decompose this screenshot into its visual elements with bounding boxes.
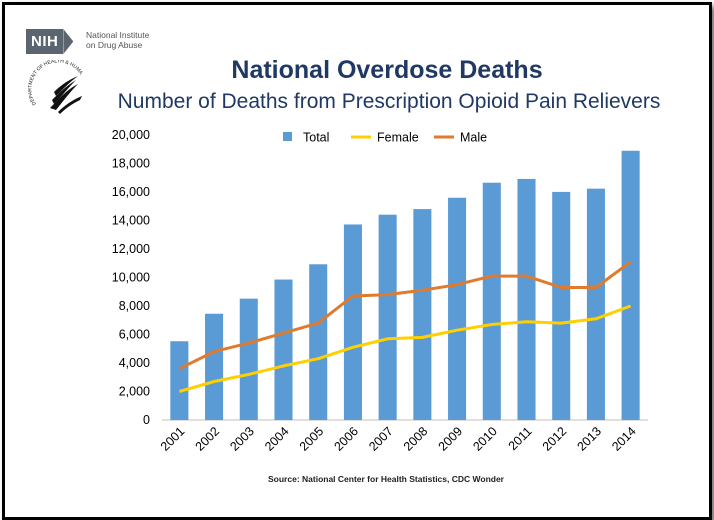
x-tick-label: 2012 [540, 424, 570, 454]
bar-total [309, 264, 328, 420]
bar-total [343, 224, 362, 420]
x-tick-label: 2001 [158, 424, 188, 454]
nih-logo-arrow [63, 29, 74, 54]
x-tick-label: 2014 [609, 424, 639, 454]
y-tick-label: 8,000 [119, 299, 150, 313]
y-tick-label: 0 [143, 413, 150, 427]
x-tick-label: 2010 [470, 424, 500, 454]
nih-logo-text-line2: on Drug Abuse [86, 40, 143, 50]
x-tick-label: 2002 [193, 424, 223, 454]
x-tick-label: 2008 [401, 424, 431, 454]
x-tick-label: 2004 [262, 424, 292, 454]
x-tick-label: 2007 [366, 424, 396, 454]
y-tick-label: 2,000 [119, 385, 150, 399]
bar-total [621, 150, 640, 420]
legend-swatch-total [283, 132, 292, 141]
x-tick-label: 2003 [227, 424, 257, 454]
y-tick-label: 14,000 [112, 214, 150, 228]
bar-total [552, 191, 571, 420]
bar-total [586, 188, 605, 420]
bar-total [378, 214, 397, 420]
bar-total [517, 178, 536, 420]
chart-subtitle: Number of Deaths from Prescription Opioi… [117, 90, 661, 113]
y-tick-label: 20,000 [112, 128, 150, 142]
y-tick-label: 16,000 [112, 185, 150, 199]
chart-title: National Overdose Deaths [231, 56, 543, 84]
nih-logo: NIH [26, 29, 80, 54]
nih-logo-text: National Institute on Drug Abuse [86, 30, 149, 50]
x-tick-label: 2009 [436, 424, 466, 454]
bar-total [448, 197, 467, 420]
bar-total [482, 182, 501, 420]
x-tick-label: 2013 [574, 424, 604, 454]
y-tick-label: 12,000 [112, 242, 150, 256]
source-note: Source: National Center for Health Stati… [268, 474, 504, 484]
series-line-male [178, 260, 632, 371]
nih-logo-text-line1: National Institute [86, 30, 150, 40]
legend-label-male: Male [460, 131, 487, 145]
bar-total [413, 209, 432, 420]
bar-total [239, 298, 258, 420]
bar-total [205, 313, 224, 420]
y-tick-label: 10,000 [112, 271, 150, 285]
y-tick-label: 18,000 [112, 157, 150, 171]
nih-logo-mark: NIH [26, 29, 64, 54]
bar-total [170, 341, 189, 420]
x-tick-label: 2011 [506, 424, 535, 453]
legend-label-total: Total [303, 131, 329, 145]
y-tick-label: 6,000 [119, 328, 150, 342]
bar-total [274, 279, 293, 420]
y-tick-label: 4,000 [119, 356, 150, 370]
series-line-female [178, 304, 632, 393]
x-tick-label: 2006 [331, 424, 361, 454]
x-tick-label: 2005 [297, 424, 327, 454]
legend-label-female: Female [377, 131, 419, 145]
